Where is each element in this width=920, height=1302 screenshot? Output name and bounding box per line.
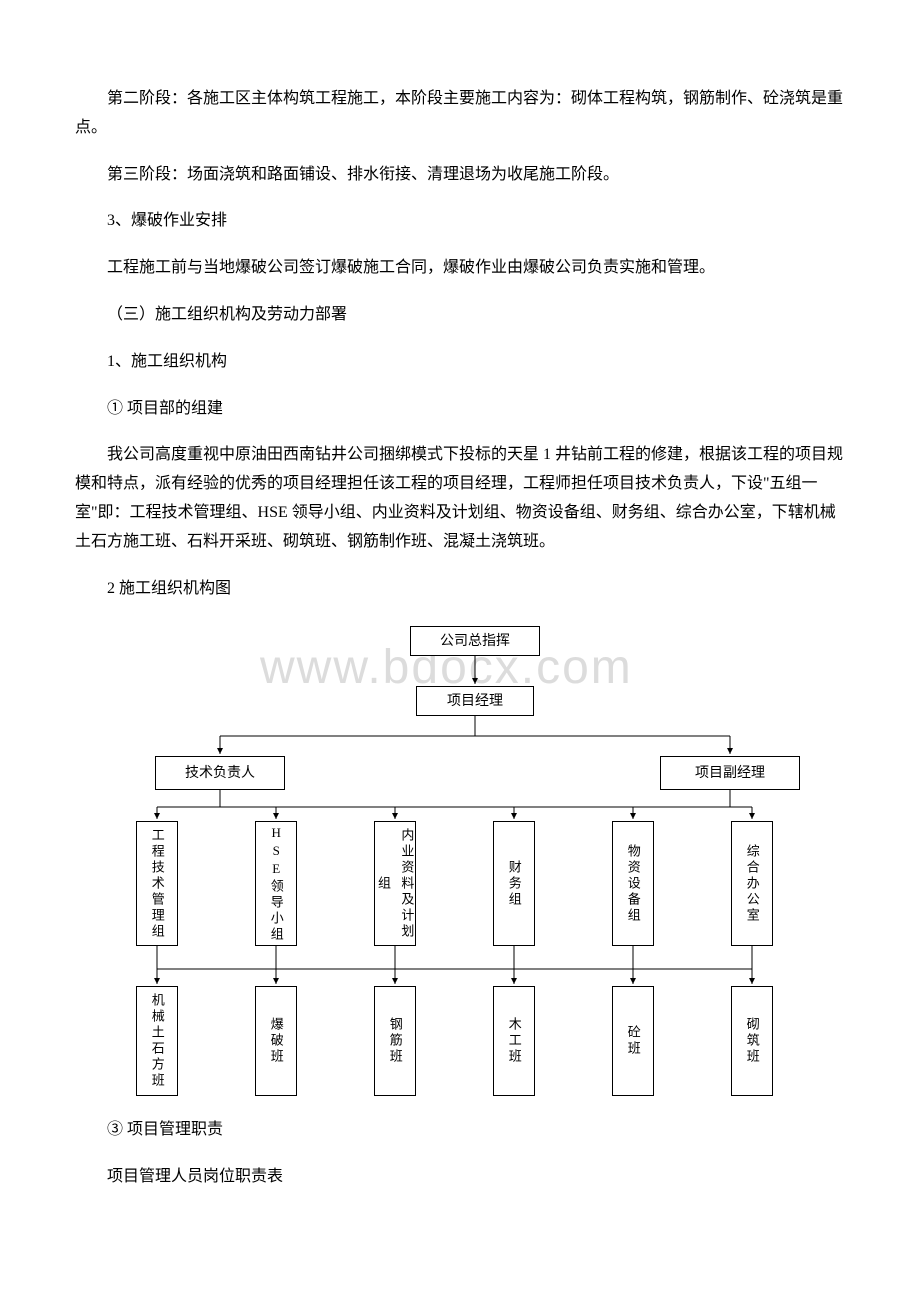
paragraph-stage2: 第二阶段：各施工区主体构筑工程施工，本阶段主要施工内容为：砌体工程构筑，钢筋制作…	[75, 85, 845, 143]
node-group-engineering: 工程技术管理组	[136, 821, 178, 946]
node-team-masonry: 砌筑班	[731, 986, 773, 1096]
node-group-hse: HSE领导小组	[255, 821, 297, 946]
paragraph-blast-heading: 3、爆破作业安排	[75, 207, 845, 236]
node-tech-lead: 技术负责人	[155, 756, 285, 790]
paragraph-section3: （三）施工组织机构及劳动力部署	[75, 301, 845, 330]
node-team-rebar: 钢筋班	[374, 986, 416, 1096]
node-group-office: 综合办公室	[731, 821, 773, 946]
paragraph-project-body: 我公司高度重视中原油田西南钻井公司捆绑模式下投标的天星 1 井钻前工程的修建，根…	[75, 441, 845, 556]
node-team-concrete: 砼班	[612, 986, 654, 1096]
paragraph-blast-body: 工程施工前与当地爆破公司签订爆破施工合同，爆破作业由爆破公司负责实施和管理。	[75, 254, 845, 283]
node-team-carpentry: 木工班	[493, 986, 535, 1096]
node-group-internal-data: 内业资料及计划组	[374, 821, 416, 946]
node-deputy-manager: 项目副经理	[660, 756, 800, 790]
node-team-blasting: 爆破班	[255, 986, 297, 1096]
org-chart: 公司总指挥 项目经理 技术负责人 项目副经理 工程技术管理组 HSE领导小组 内…	[100, 621, 820, 1096]
paragraph-org-heading: 1、施工组织机构	[75, 348, 845, 377]
node-group-finance: 财务组	[493, 821, 535, 946]
node-company-commander: 公司总指挥	[410, 626, 540, 656]
node-group-material: 物资设备组	[612, 821, 654, 946]
paragraph-stage3: 第三阶段：场面浇筑和路面铺设、排水衔接、清理退场为收尾施工阶段。	[75, 161, 845, 190]
paragraph-project-dept: ① 项目部的组建	[75, 395, 845, 424]
node-team-machinery: 机械土石方班	[136, 986, 178, 1096]
paragraph-duty-table-heading: 项目管理人员岗位职责表	[75, 1163, 845, 1192]
node-project-manager: 项目经理	[416, 686, 534, 716]
paragraph-management-duty: ③ 项目管理职责	[75, 1116, 845, 1145]
paragraph-org-chart-heading: 2 施工组织机构图	[75, 575, 845, 604]
